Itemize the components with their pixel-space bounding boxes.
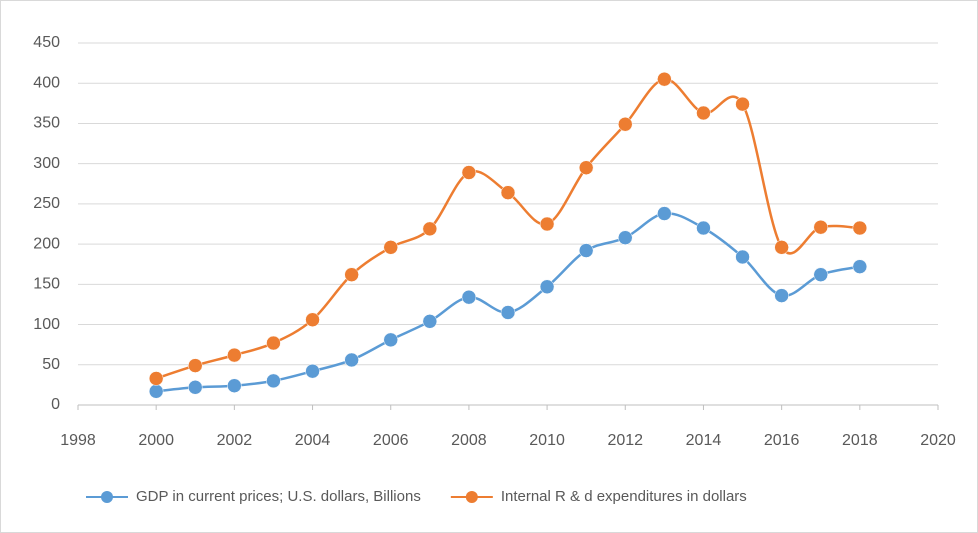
data-point — [657, 206, 672, 221]
data-point — [813, 219, 828, 235]
data-point — [539, 216, 555, 232]
x-tick-label: 2018 — [842, 432, 878, 449]
data-point — [657, 71, 672, 87]
y-tick-label: 100 — [33, 316, 60, 333]
data-point — [500, 185, 516, 200]
legend-marker — [465, 491, 478, 503]
data-point — [383, 240, 398, 255]
y-tick-label: 250 — [33, 195, 60, 212]
data-point — [461, 289, 477, 305]
data-point — [344, 267, 359, 282]
legend-label: Internal R & d expenditures in dollars — [501, 488, 747, 505]
data-point — [618, 116, 633, 132]
data-point — [227, 378, 242, 393]
y-tick-label: 50 — [42, 356, 60, 373]
x-tick-label: 2014 — [686, 432, 722, 449]
y-tick-label: 300 — [33, 155, 60, 172]
data-point — [696, 220, 711, 236]
data-point — [852, 220, 868, 236]
x-tick-label: 2020 — [920, 432, 956, 449]
data-point — [774, 288, 789, 303]
x-tick-label: 2008 — [451, 432, 487, 449]
data-point — [500, 305, 516, 320]
x-tick-label: 2010 — [529, 432, 565, 449]
y-tick-label: 450 — [33, 34, 60, 51]
legend-label: GDP in current prices; U.S. dollars, Bil… — [136, 488, 421, 505]
y-tick-label: 400 — [33, 74, 60, 91]
data-point — [618, 230, 633, 245]
data-point — [266, 335, 281, 351]
x-tick-label: 1998 — [60, 432, 96, 449]
data-point — [188, 380, 203, 395]
y-tick-label: 350 — [33, 115, 60, 132]
x-tick-label: 2002 — [217, 432, 253, 449]
data-point — [383, 332, 398, 348]
data-point — [422, 221, 438, 237]
x-tick-label: 2000 — [138, 432, 174, 449]
data-point — [148, 371, 164, 386]
data-point — [188, 358, 203, 373]
data-point — [578, 243, 594, 258]
data-point — [813, 267, 828, 282]
data-point — [227, 347, 242, 363]
y-tick-label: 150 — [33, 276, 60, 293]
data-point — [696, 105, 711, 121]
data-point — [774, 240, 789, 255]
data-point — [266, 373, 281, 389]
data-point — [578, 160, 594, 175]
data-point — [735, 249, 750, 265]
x-tick-label: 2012 — [607, 432, 643, 449]
x-tick-label: 2004 — [295, 432, 331, 449]
x-tick-label: 2016 — [764, 432, 800, 449]
y-tick-label: 200 — [33, 235, 60, 252]
data-point — [539, 279, 555, 294]
data-point — [461, 165, 477, 180]
data-point — [422, 314, 438, 329]
x-tick-label: 2006 — [373, 432, 409, 449]
data-point — [148, 384, 164, 399]
data-point — [852, 259, 868, 274]
data-point — [305, 312, 320, 327]
data-point — [305, 363, 320, 379]
y-tick-label: 0 — [51, 396, 60, 413]
legend-marker — [101, 491, 113, 503]
data-point — [735, 96, 750, 112]
data-point — [344, 352, 359, 368]
